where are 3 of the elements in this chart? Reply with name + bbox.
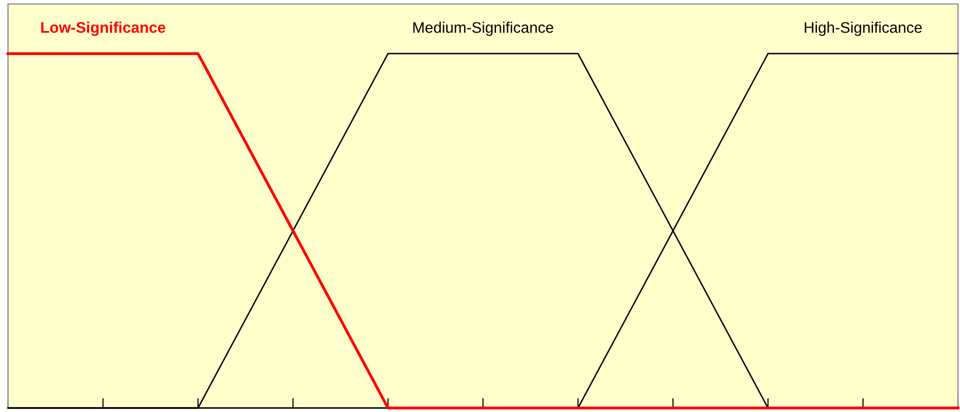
series-label: Low-Significance [41,22,166,36]
series-label: High-Significance [804,22,922,36]
series-label: Medium-Significance [413,22,554,36]
